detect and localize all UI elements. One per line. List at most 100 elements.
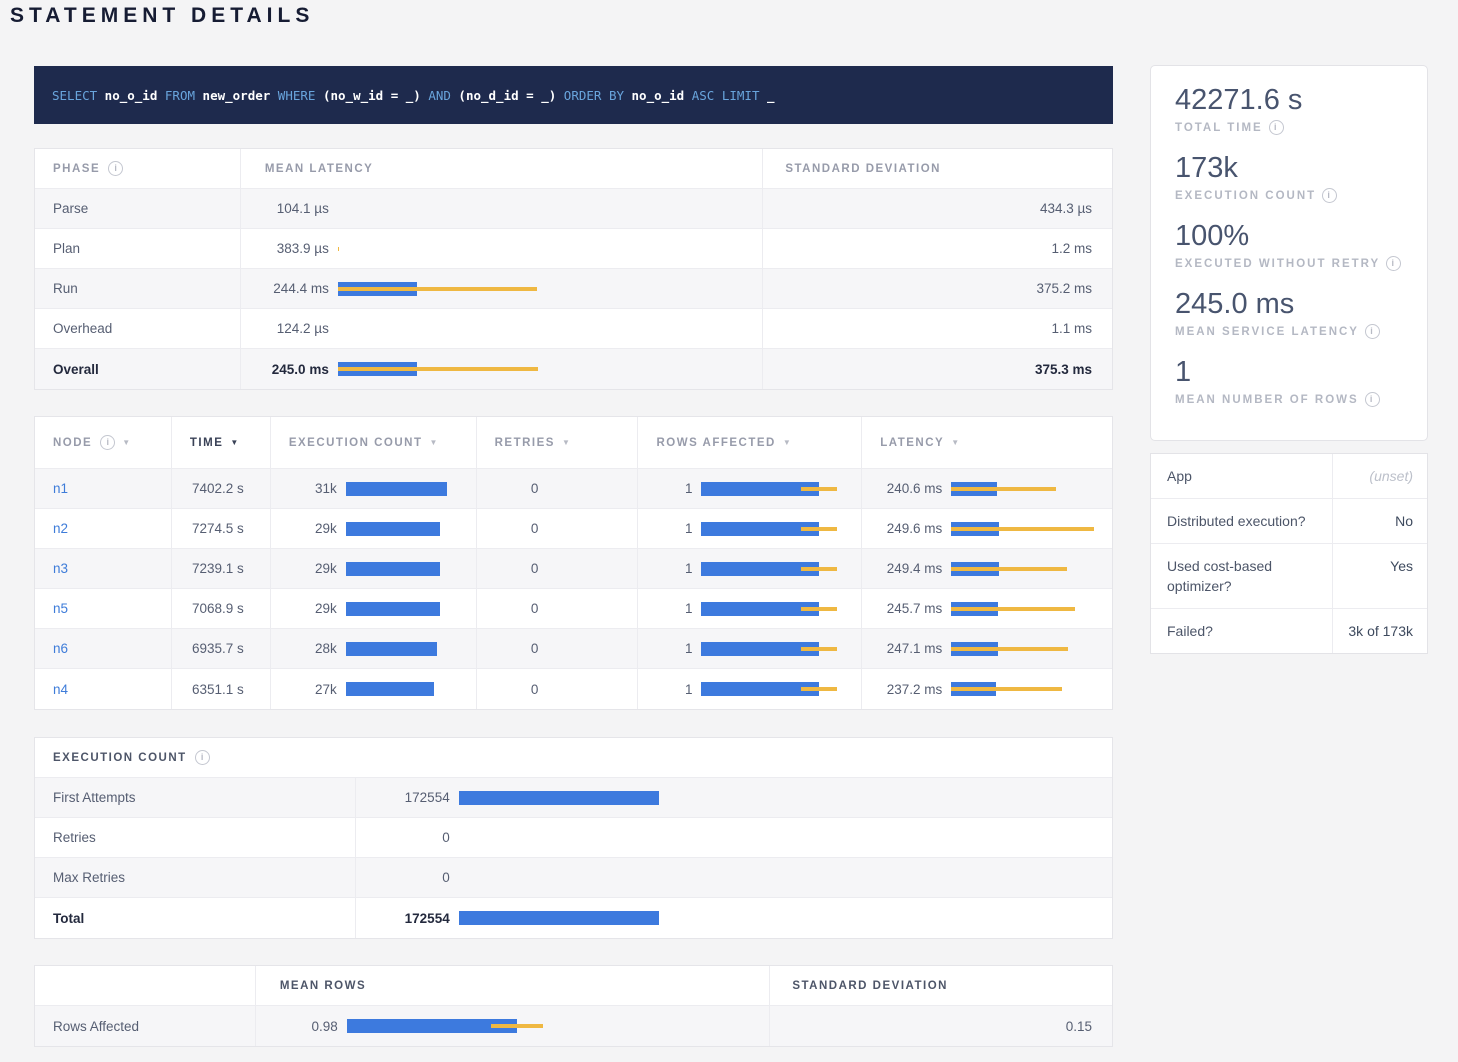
table-row: Overhead 124.2 µs 1.1 ms — [35, 309, 1112, 349]
app-value: (unset) — [1369, 468, 1413, 484]
table-row: Total 172554 — [35, 898, 1112, 938]
table-row: First Attempts 172554 — [35, 778, 1112, 818]
rows-affected-bar — [701, 601, 843, 616]
failed-value: 3k of 173k — [1348, 623, 1413, 639]
app-row: App (unset) — [1151, 454, 1427, 499]
execution-count-value: 31k — [315, 481, 337, 496]
sort-arrow-icon: ▼ — [122, 438, 131, 447]
phase-label: Overall — [35, 349, 241, 389]
time-value: 6935.7 s — [172, 629, 271, 668]
info-icon[interactable]: i — [1268, 120, 1284, 135]
table-row: Overall 245.0 ms 375.3 ms — [35, 349, 1112, 389]
rows-affected-bar — [701, 561, 843, 576]
sort-arrow-icon: ▼ — [782, 438, 791, 447]
stddev-value: 1.2 ms — [1051, 241, 1092, 256]
node-link[interactable]: n1 — [53, 481, 69, 496]
count-value: 0 — [442, 870, 450, 885]
cost-based-optimizer-value: Yes — [1390, 558, 1413, 574]
cost-based-optimizer-row: Used cost-based optimizer? Yes — [1151, 544, 1427, 609]
sql-statement: SELECT no_o_id FROM new_order WHERE (no_… — [52, 87, 775, 103]
execution-count-table: EXECUTION COUNT i First Attempts 172554 … — [34, 737, 1113, 939]
info-icon[interactable]: i — [1322, 188, 1338, 203]
row-label: First Attempts — [35, 778, 356, 817]
execution-count-table-header: EXECUTION COUNT i — [35, 738, 1112, 778]
latency-value: 247.1 ms — [886, 641, 943, 656]
rows-affected-value: 1 — [684, 601, 693, 616]
phase-label: Plan — [35, 229, 241, 268]
mean-latency-value: 245.0 ms — [271, 361, 329, 377]
time-value: 7068.9 s — [172, 589, 271, 628]
phase-label: Parse — [35, 189, 241, 228]
time-value: 6351.1 s — [172, 669, 271, 709]
latency-bar — [338, 322, 745, 336]
latency-bar — [337, 242, 745, 256]
rows-affected-value: 1 — [684, 481, 693, 496]
mean-latency-value: 383.9 µs — [276, 241, 329, 256]
latency-value: 245.7 ms — [886, 601, 943, 616]
stddev-value: 375.3 ms — [1034, 361, 1092, 377]
table-row: n1 7402.2 s 31k 0 1 240.6 ms — [35, 469, 1112, 509]
mean-rows-header: MEAN ROWS — [279, 979, 367, 992]
mean-rows-bar — [346, 1019, 752, 1033]
latency-value: 240.6 ms — [886, 481, 943, 496]
node-link[interactable]: n2 — [53, 521, 69, 536]
node-table-header: NODE i ▼ TIME ▼ EXECUTION COUNT ▼ RETRIE… — [35, 417, 1112, 469]
sort-arrow-icon: ▼ — [230, 438, 239, 447]
latency-bar — [951, 481, 1094, 496]
node-link[interactable]: n3 — [53, 561, 69, 576]
latency-column-header[interactable]: LATENCY ▼ — [880, 436, 960, 449]
retries-column-header[interactable]: RETRIES ▼ — [477, 417, 639, 468]
execution-count-bar — [345, 601, 458, 616]
execution-count-stat: 173k EXECUTION COUNT i — [1175, 151, 1403, 203]
info-icon[interactable]: i — [194, 750, 210, 765]
latency-value: 249.6 ms — [886, 521, 943, 536]
node-column-header[interactable]: NODE i ▼ — [35, 417, 172, 468]
table-row: n5 7068.9 s 29k 0 1 245.7 ms — [35, 589, 1112, 629]
table-row: Parse 104.1 µs 434.3 µs — [35, 189, 1112, 229]
latency-bar — [337, 362, 745, 376]
table-row: Max Retries 0 — [35, 858, 1112, 898]
phase-label: Overhead — [35, 309, 241, 348]
info-icon[interactable]: i — [100, 435, 116, 450]
rows-affected-table: MEAN ROWS STANDARD DEVIATION Rows Affect… — [34, 965, 1113, 1047]
rows-affected-bar — [701, 481, 843, 496]
stddev-value: 0.15 — [1065, 1018, 1093, 1034]
latency-bar — [337, 281, 745, 296]
mean-latency-value: 124.2 µs — [276, 321, 329, 336]
row-label: Retries — [35, 818, 356, 857]
sql-statement-box: SELECT no_o_id FROM new_order WHERE (no_… — [34, 66, 1113, 124]
retries-value: 0 — [530, 481, 539, 496]
mean-number-of-rows-stat: 1 MEAN NUMBER OF ROWS i — [1175, 355, 1403, 407]
latency-value: 237.2 ms — [886, 681, 943, 697]
retries-value: 0 — [530, 561, 539, 576]
execution-count-column-header[interactable]: EXECUTION COUNT ▼ — [271, 417, 477, 468]
execution-count-bar — [345, 641, 458, 656]
side-column: 42271.6 s TOTAL TIME i 173k EXECUTION COU… — [1150, 65, 1428, 654]
latency-bar — [951, 521, 1094, 536]
info-icon[interactable]: i — [1386, 256, 1402, 271]
node-link[interactable]: n4 — [53, 681, 69, 697]
table-row: n6 6935.7 s 28k 0 1 247.1 ms — [35, 629, 1112, 669]
stddev-value: 1.1 ms — [1051, 321, 1092, 336]
mean-service-latency-stat: 245.0 ms MEAN SERVICE LATENCY i — [1175, 287, 1403, 339]
table-row: Plan 383.9 µs 1.2 ms — [35, 229, 1112, 269]
stddev-value: 434.3 µs — [1039, 201, 1092, 216]
rows-affected-bar — [701, 682, 843, 696]
node-link[interactable]: n5 — [53, 601, 69, 616]
count-bar — [459, 831, 1094, 845]
time-column-header[interactable]: TIME ▼ — [172, 417, 271, 468]
node-link[interactable]: n6 — [53, 641, 69, 656]
rows-affected-column-header[interactable]: ROWS AFFECTED ▼ — [638, 417, 863, 468]
latency-bar — [951, 682, 1094, 696]
time-value: 7402.2 s — [172, 469, 271, 508]
row-label: Max Retries — [35, 858, 356, 897]
time-value: 7274.5 s — [172, 509, 271, 548]
sort-arrow-icon: ▼ — [429, 438, 438, 447]
info-icon[interactable]: i — [1364, 324, 1380, 339]
info-icon[interactable]: i — [1364, 392, 1380, 407]
time-value: 7239.1 s — [172, 549, 271, 588]
mean-latency-value: 104.1 µs — [276, 201, 329, 216]
count-value: 0 — [442, 830, 450, 845]
info-icon[interactable]: i — [108, 161, 124, 176]
rows-affected-table-header: MEAN ROWS STANDARD DEVIATION — [35, 966, 1112, 1006]
